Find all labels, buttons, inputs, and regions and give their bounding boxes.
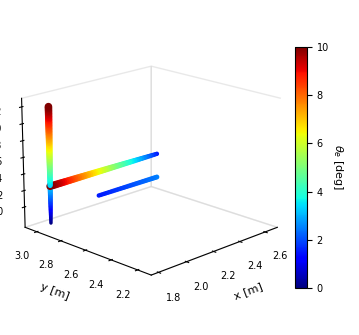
Y-axis label: y [m]: y [m] bbox=[39, 281, 70, 301]
Y-axis label: $\theta_e$ [deg]: $\theta_e$ [deg] bbox=[331, 144, 345, 191]
X-axis label: x [m]: x [m] bbox=[232, 281, 264, 301]
